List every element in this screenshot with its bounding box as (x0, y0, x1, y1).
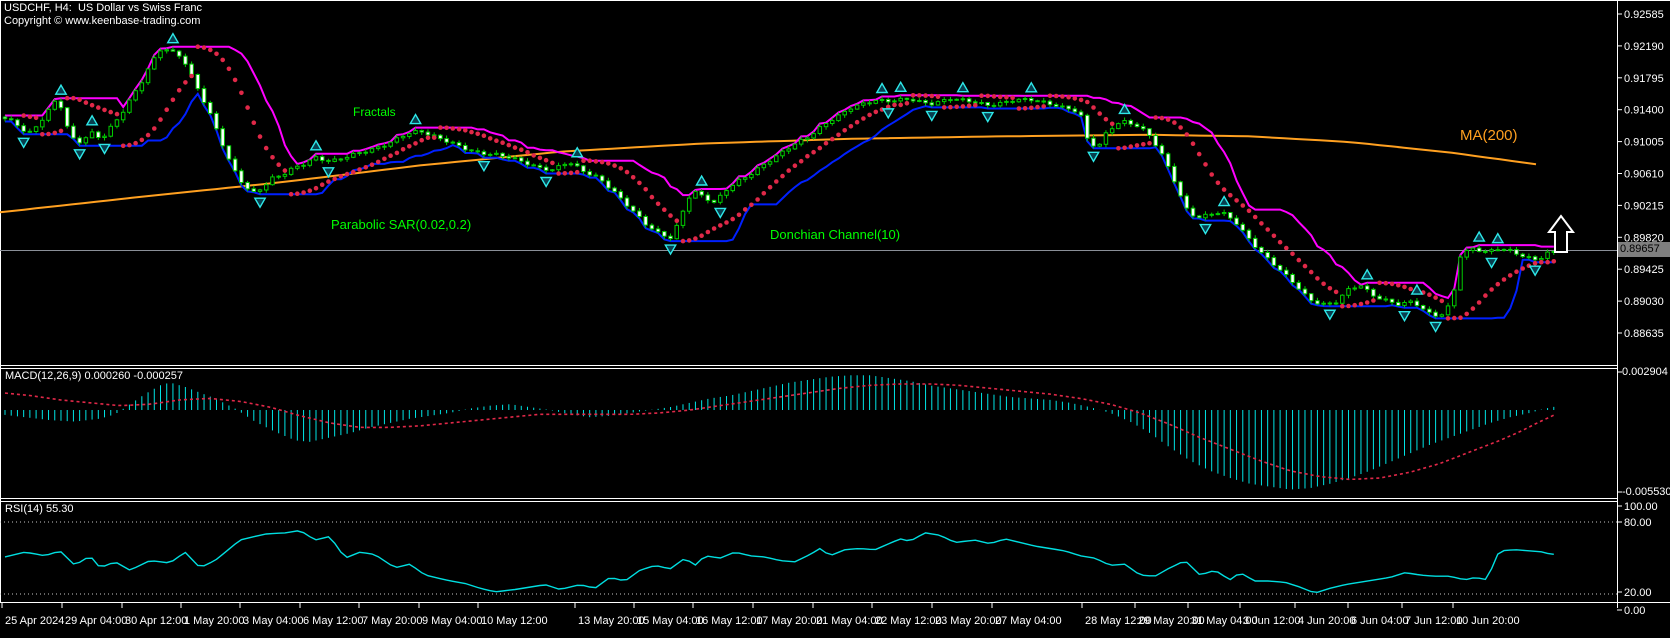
time-axis-label: 6 Jun 04:00 (1351, 615, 1409, 627)
price-axis-label: 0.92585 (1624, 9, 1664, 21)
time-axis-label: 7 Jun 12:00 (1405, 615, 1463, 627)
price-axis-label: 0.91795 (1624, 73, 1664, 85)
time-axis-label: 30 Apr 12:00 (125, 615, 187, 627)
price-axis-label: 0.90215 (1624, 200, 1664, 212)
time-axis-label: 22 May 12:00 (875, 615, 942, 627)
rsi-level-label: 20.00 (1624, 587, 1652, 599)
price-axis-label: 0.92190 (1624, 41, 1664, 53)
price-axis-label: 0.89030 (1624, 296, 1664, 308)
rsi-level-label: 0.00 (1624, 605, 1645, 617)
time-axis-label: 4 Jun 20:00 (1298, 615, 1356, 627)
time-axis-label: 16 May 12:00 (696, 615, 763, 627)
time-axis-label: 1 May 20:00 (184, 615, 245, 627)
time-axis-label: 23 May 20:00 (935, 615, 1002, 627)
price-axis-label: 0.91005 (1624, 137, 1664, 149)
time-axis-label: 13 May 20:00 (578, 615, 645, 627)
fractals-layer (17, 32, 1542, 333)
time-axis-label: 3 May 04:00 (243, 615, 304, 627)
price-axis-label: 0.90610 (1624, 169, 1664, 181)
ma200-indicator-label: MA(200) (1460, 127, 1518, 144)
donchian-lower-line (5, 91, 1554, 320)
price-axis-label: 0.91400 (1624, 105, 1664, 117)
time-axis-label: 7 May 20:00 (362, 615, 423, 627)
macd-scale-max-label: 0.002904 (1622, 366, 1668, 378)
rsi-panel-lines (0, 521, 1617, 595)
donchian-upper-line (5, 45, 1554, 300)
time-axis-label: 3 Jun 12:00 (1243, 615, 1301, 627)
chart-copyright: Copyright © www.keenbase-trading.com (4, 15, 201, 27)
time-axis-label: 10 May 12:00 (481, 615, 548, 627)
candles-layer (2, 46, 1557, 319)
time-axis-label: 27 May 04:00 (995, 615, 1062, 627)
buy-signal-arrow-icon (1547, 214, 1575, 253)
time-axis-label: 28 May 12:00 (1085, 615, 1152, 627)
panel-borders (0, 0, 1670, 608)
sar-dots-layer (21, 44, 1557, 321)
rsi-level-label: 80.00 (1624, 517, 1652, 529)
time-axis-label: 25 Apr 2024 (5, 615, 64, 627)
price-axis[interactable]: 0.92585 0.92190 0.91795 0.91400 0.91005 0.906… (1617, 9, 1664, 617)
time-axis-label: 9 May 04:00 (422, 615, 483, 627)
macd-panel-label: MACD(12,26,9) 0.000260 -0.000257 (5, 370, 183, 382)
price-axis-label: 0.89820 (1624, 232, 1664, 244)
donchian-channel-indicator-label: Donchian Channel(10) (770, 227, 901, 242)
current-price-box: 0.89657 (1618, 242, 1670, 257)
chart-title: USDCHF, H4: US Dollar vs Swiss Franc (4, 2, 203, 14)
parabolic-sar-indicator-label: Parabolic SAR(0.02,0.2) (331, 217, 472, 232)
time-axis-label: 6 May 12:00 (303, 615, 364, 627)
macd-signal-line (4, 383, 1555, 481)
rsi-panel-label: RSI(14) 55.30 (5, 503, 74, 515)
macd-scale-min-label: -0.005530 (1622, 486, 1670, 498)
time-axis-label: 29 Apr 04:00 (65, 615, 127, 627)
time-axis-label: 21 May 04:00 (816, 615, 883, 627)
time-axis-label: 17 May 20:00 (756, 615, 823, 627)
macd-histogram (4, 375, 1555, 490)
rsi-line (4, 530, 1554, 594)
time-axis-label: 10 Jun 20:00 (1456, 615, 1520, 627)
ma200-line (0, 133, 1537, 214)
time-axis-label: 31 May 04:00 (1191, 615, 1258, 627)
price-axis-label: 0.89425 (1624, 264, 1664, 276)
time-axis-label: 15 May 04:00 (637, 615, 704, 627)
rsi-level-label: 100.00 (1624, 501, 1658, 513)
fractals-indicator-label: Fractals (353, 105, 396, 119)
time-axis-label: 29 May 20:00 (1138, 615, 1205, 627)
price-axis-label: 0.88635 (1624, 328, 1664, 340)
